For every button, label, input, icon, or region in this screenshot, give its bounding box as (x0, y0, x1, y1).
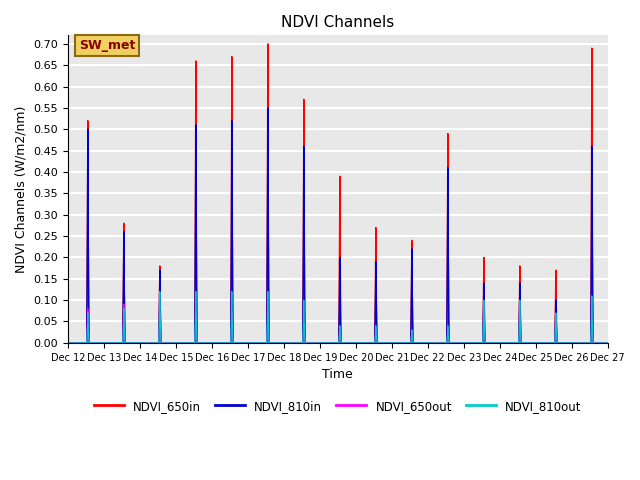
NDVI_810out (294, 340, 301, 346)
NDVI_650out (294, 340, 301, 346)
NDVI_810in (128, 340, 136, 346)
NDVI_650in (106, 340, 114, 346)
NDVI_810out (305, 340, 312, 346)
NDVI_650in (604, 340, 612, 346)
NDVI_650out (106, 340, 114, 346)
Line: NDVI_810out: NDVI_810out (68, 291, 608, 343)
Legend: NDVI_650in, NDVI_810in, NDVI_650out, NDVI_810out: NDVI_650in, NDVI_810in, NDVI_650out, NDV… (90, 395, 586, 417)
NDVI_650in (64, 340, 72, 346)
NDVI_650out (314, 340, 322, 346)
NDVI_650out (604, 340, 612, 346)
NDVI_650out (64, 340, 72, 346)
NDVI_810in (314, 340, 322, 346)
NDVI_810in (294, 340, 301, 346)
NDVI_810in (305, 340, 312, 346)
NDVI_810in (604, 340, 612, 346)
NDVI_810out (604, 340, 612, 346)
NDVI_650in (294, 340, 301, 346)
NDVI_810in (264, 105, 271, 111)
Title: NDVI Channels: NDVI Channels (281, 15, 394, 30)
Y-axis label: NDVI Channels (W/m2/nm): NDVI Channels (W/m2/nm) (15, 106, 28, 273)
NDVI_650in (264, 41, 271, 47)
Text: SW_met: SW_met (79, 39, 135, 52)
NDVI_650out (128, 340, 136, 346)
NDVI_650in (372, 275, 380, 280)
NDVI_810out (314, 340, 322, 346)
Line: NDVI_810in: NDVI_810in (68, 108, 608, 343)
NDVI_810out (372, 330, 380, 336)
X-axis label: Time: Time (323, 368, 353, 381)
NDVI_650out (372, 333, 380, 338)
NDVI_810out (128, 340, 136, 346)
Line: NDVI_650in: NDVI_650in (68, 44, 608, 343)
NDVI_650in (128, 340, 136, 346)
NDVI_650out (120, 301, 127, 307)
NDVI_810out (106, 340, 114, 346)
NDVI_650in (314, 340, 322, 346)
NDVI_650out (305, 340, 312, 346)
NDVI_810in (64, 340, 72, 346)
Line: NDVI_650out: NDVI_650out (68, 304, 608, 343)
NDVI_650in (305, 340, 312, 346)
NDVI_810in (106, 340, 114, 346)
NDVI_810out (156, 288, 164, 294)
NDVI_810out (64, 340, 72, 346)
NDVI_810in (372, 294, 380, 300)
